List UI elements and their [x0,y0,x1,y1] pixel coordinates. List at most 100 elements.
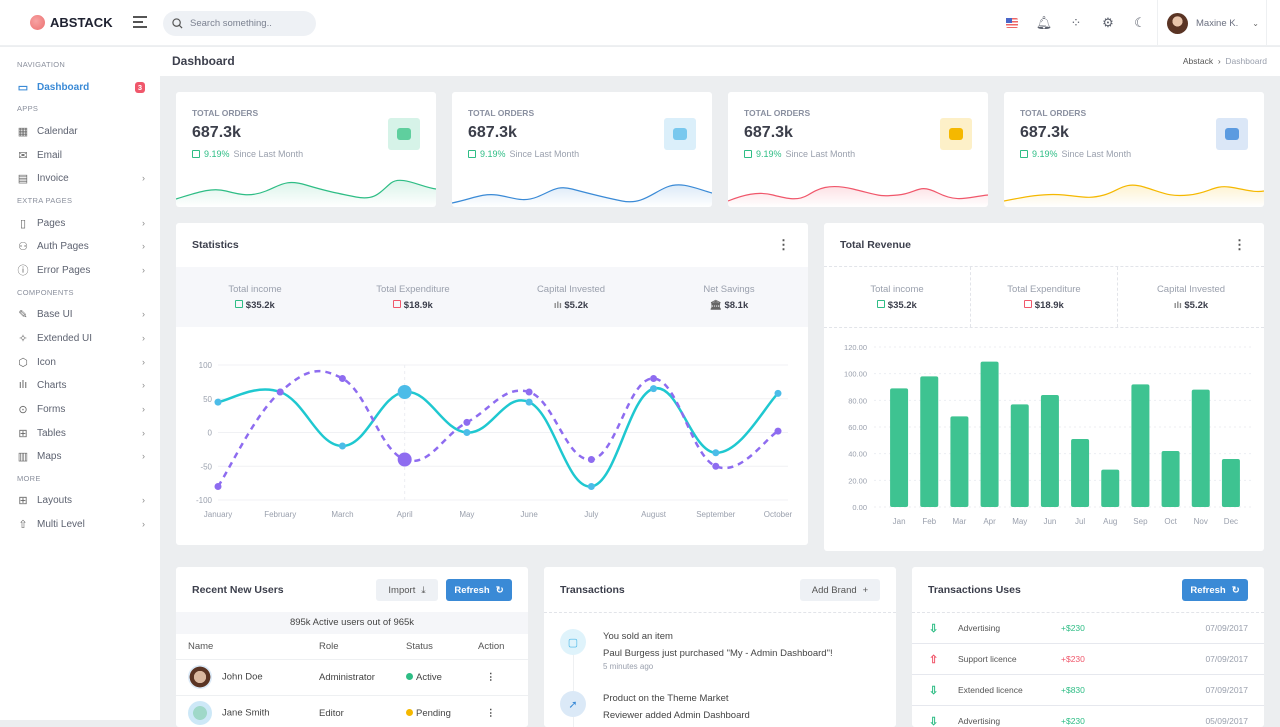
refresh-icon: ↻ [1232,585,1240,596]
sidebar-item-auth-pages[interactable]: ⚇Auth Pages› [17,236,145,256]
avatar [188,701,212,725]
card-title: Transactions Uses [928,584,1021,596]
column-header: Status [406,635,478,659]
sidebar-item-extended-ui[interactable]: ✧Extended UI› [17,328,145,348]
search-box[interactable] [163,11,316,36]
search-input[interactable] [190,18,300,29]
transaction-amount: +$230 [1061,623,1085,633]
sparkline [1004,173,1264,207]
item-label: Error Pages [37,265,90,276]
monitor-icon: ▭ [17,81,29,94]
sidebar-item-invoice[interactable]: ▤Invoice› [17,168,145,188]
brush-icon: ✎ [17,308,29,321]
row-actions-icon[interactable]: ⋮ [478,695,528,727]
summary-value: $8.1k [724,300,748,311]
more-vertical-icon[interactable]: ⋮ [777,238,790,251]
sparkline [728,173,988,207]
apps-grid-icon[interactable]: ⁘ [1067,14,1085,32]
import-button[interactable]: Import ⤓ [376,579,438,601]
item-label: Maps [37,451,61,462]
summary-value: $35.2k [888,300,917,311]
sidebar-item-email[interactable]: ✉Email [17,145,145,165]
stat-value: 687.3k [192,124,241,142]
chevron-right-icon: › [142,218,145,228]
wallet-icon [388,118,420,150]
card-title: Transactions [560,584,625,596]
sidebar-item-calendar[interactable]: ▦Calendar [17,121,145,141]
sidebar-item-base-ui[interactable]: ✎Base UI› [17,304,145,324]
transaction-date: 07/09/2017 [1205,654,1248,664]
status-dot [406,709,413,716]
button-label: Import [388,585,415,596]
data-point [526,399,533,406]
chevron-right-icon: › [142,265,145,275]
menu-toggle-icon[interactable] [133,16,147,28]
search-icon [172,18,183,29]
y-tick-label: 60.00 [848,423,867,432]
x-tick-label: Dec [1224,517,1238,526]
card-title: Recent New Users [192,584,284,596]
language-flag-icon[interactable] [1003,14,1021,32]
data-point [712,449,719,456]
sidebar-item-tables[interactable]: ⊞Tables› [17,423,145,443]
x-tick-label: Jun [1043,517,1056,526]
x-tick-label: July [584,510,598,519]
more-vertical-icon[interactable]: ⋮ [1233,238,1246,251]
top-header: ABSTACK 🔔︎ ⁘ ⚙ ☾ Maxine K. ⌄ [0,0,1280,46]
x-tick-label: Jul [1075,517,1085,526]
button-label: Add Brand [812,585,857,596]
avatar [188,665,212,689]
add-brand-button[interactable]: Add Brand + [800,579,880,601]
card-title: Statistics [192,239,239,251]
user-role: Administrator [319,659,406,695]
stat-change: 9.19% [1032,149,1058,159]
chevron-right-icon: › [142,357,145,367]
download-icon: ⤓ [421,585,425,596]
user-name: John Doe [222,672,263,683]
stat-card: TOTAL ORDERS 687.3k 9.19%Since Last Mont… [176,92,436,207]
summary-label: Net Savings [650,284,808,295]
bar-jan [890,388,908,507]
transaction-date: 07/09/2017 [1205,685,1248,695]
section-label: APPS [17,104,38,113]
page-title: Dashboard [172,54,235,68]
user-name: Maxine K. [1196,18,1238,29]
row-actions-icon[interactable]: ⋮ [478,659,528,695]
summary-label: Total income [176,284,334,295]
sidebar-item-layouts[interactable]: ⊞Layouts› [17,490,145,510]
user-menu[interactable]: Maxine K. ⌄ [1157,0,1267,46]
stat-value: 687.3k [468,124,517,142]
item-label: Tables [37,428,66,439]
sidebar-item-forms[interactable]: ⊙Forms› [17,399,145,419]
chevron-right-icon: › [142,404,145,414]
y-tick-label: -50 [200,462,212,471]
breadcrumb-current: Dashboard [1225,56,1267,66]
bar-jul [1071,439,1089,507]
dark-mode-moon-icon[interactable]: ☾ [1131,14,1149,32]
settings-gear-icon[interactable]: ⚙ [1099,14,1117,32]
y-tick-label: 120.00 [844,343,867,352]
logo-icon [30,15,45,30]
summary-total-expenditure: Total Expenditure $18.9k [334,267,492,327]
sidebar-item-maps[interactable]: ▥Maps› [17,446,145,466]
sidebar-item-pages[interactable]: ▯Pages› [17,213,145,233]
y-tick-label: -100 [196,496,213,505]
notification-bell-icon[interactable]: 🔔︎ [1035,14,1053,32]
chevron-right-icon: › [142,241,145,251]
item-label: Layouts [37,495,72,506]
item-label: Pages [37,218,65,229]
refresh-button[interactable]: Refresh↻ [1182,579,1248,601]
plus-icon: + [863,585,869,596]
brand-logo[interactable]: ABSTACK [30,15,113,30]
data-point [588,483,595,490]
breadcrumb-link[interactable]: Abstack [1183,56,1213,66]
refresh-button[interactable]: Refresh↻ [446,579,512,601]
sidebar-item-multi-level[interactable]: ⇧Multi Level› [17,514,145,534]
stat-since: Since Last Month [234,149,304,159]
sidebar-item-icon[interactable]: ⬡Icon› [17,352,145,372]
x-tick-label: June [520,510,538,519]
